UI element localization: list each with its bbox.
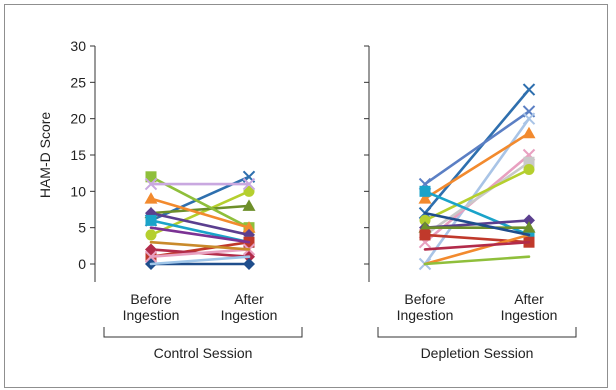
panel-1-point-before xyxy=(145,214,157,226)
x-category-label-line: After xyxy=(514,291,544,307)
panel-1-series-line xyxy=(149,248,251,259)
panel-2-point-after xyxy=(522,83,536,96)
panel-1-point-before-b xyxy=(144,250,158,263)
panel-2-point-after xyxy=(523,156,535,168)
panel-1-series-line xyxy=(149,226,251,244)
y-tick-label: 30 xyxy=(70,38,86,54)
panel-1-series-line xyxy=(149,255,251,266)
panel-1-point-before xyxy=(144,177,158,191)
panel-2-series-line xyxy=(423,168,531,222)
y-tick-label: 20 xyxy=(70,111,86,127)
panel-1-point-before xyxy=(144,192,158,204)
panel-2-group-bracket xyxy=(377,327,577,338)
panel-1-point-after xyxy=(242,199,256,211)
panel-2-point-after xyxy=(522,112,536,125)
panel-2-series-line xyxy=(423,131,531,200)
x-category-label-line: Ingestion xyxy=(123,307,180,323)
y-tick-label: 5 xyxy=(78,220,86,236)
panel-2-point-after xyxy=(522,126,536,139)
panel-1-point-before xyxy=(144,250,158,263)
panel-1-point-after xyxy=(242,221,256,233)
figure-frame xyxy=(4,4,608,388)
y-tick-label: 25 xyxy=(70,74,86,90)
panel-2-series-line xyxy=(423,110,531,186)
panel-2-series-line xyxy=(423,211,531,237)
x-category-label-line: Ingestion xyxy=(221,307,278,323)
panel-2-point-before xyxy=(419,185,431,197)
x-category-label-line: Ingestion xyxy=(501,307,558,323)
panel-2-series-line xyxy=(423,88,531,215)
panel-2-group-label: Depletion Session xyxy=(421,345,534,361)
panel-1-point-before xyxy=(145,171,157,183)
x-category-label: After Ingestion xyxy=(221,291,278,323)
panel-2-series-line xyxy=(423,240,531,251)
panel-2-point-after xyxy=(522,221,536,233)
panel-2-point-before xyxy=(418,192,432,204)
x-category-label-line: Ingestion xyxy=(397,307,454,323)
panel-1-point-after xyxy=(242,177,256,191)
y-axis-label: HAM-D Score xyxy=(37,112,53,199)
panel-1-series-line xyxy=(149,211,251,237)
panel-2-series-line xyxy=(423,255,531,266)
panel-1-point-before-b xyxy=(144,177,158,191)
panel-2-point-before xyxy=(419,229,431,241)
panel-1-series-line xyxy=(149,204,251,215)
x-category-label-line: Before xyxy=(404,291,445,307)
panel-2-point-after xyxy=(523,214,535,227)
x-category-label-line: After xyxy=(234,291,264,307)
panel-1-group-bracket xyxy=(103,327,303,338)
y-tick-label: 15 xyxy=(70,147,86,163)
panel-1-point-before xyxy=(145,229,157,241)
panel-1-series-line xyxy=(149,240,251,251)
y-tick-label: 10 xyxy=(70,183,86,199)
panel-2-series-line xyxy=(423,160,531,237)
y-tick-label: 0 xyxy=(78,256,86,272)
x-category-label: Before Ingestion xyxy=(123,291,180,323)
panel-1-point-after xyxy=(243,258,255,270)
panel-2-point-after xyxy=(523,164,535,176)
panel-1-point-after xyxy=(243,185,255,197)
x-category-label: Before Ingestion xyxy=(397,291,454,323)
panel-2-point-after-b xyxy=(522,83,536,96)
panel-2-point-before xyxy=(419,214,431,226)
panel-2-point-after-b xyxy=(522,112,536,125)
panel-2-series-line xyxy=(423,233,531,266)
panel-1-series-line xyxy=(149,197,251,229)
panel-1-group-label: Control Session xyxy=(154,345,253,361)
x-category-label: After Ingestion xyxy=(501,291,558,323)
x-category-label-line: Before xyxy=(130,291,171,307)
panel-1-point-after-b xyxy=(242,177,256,191)
